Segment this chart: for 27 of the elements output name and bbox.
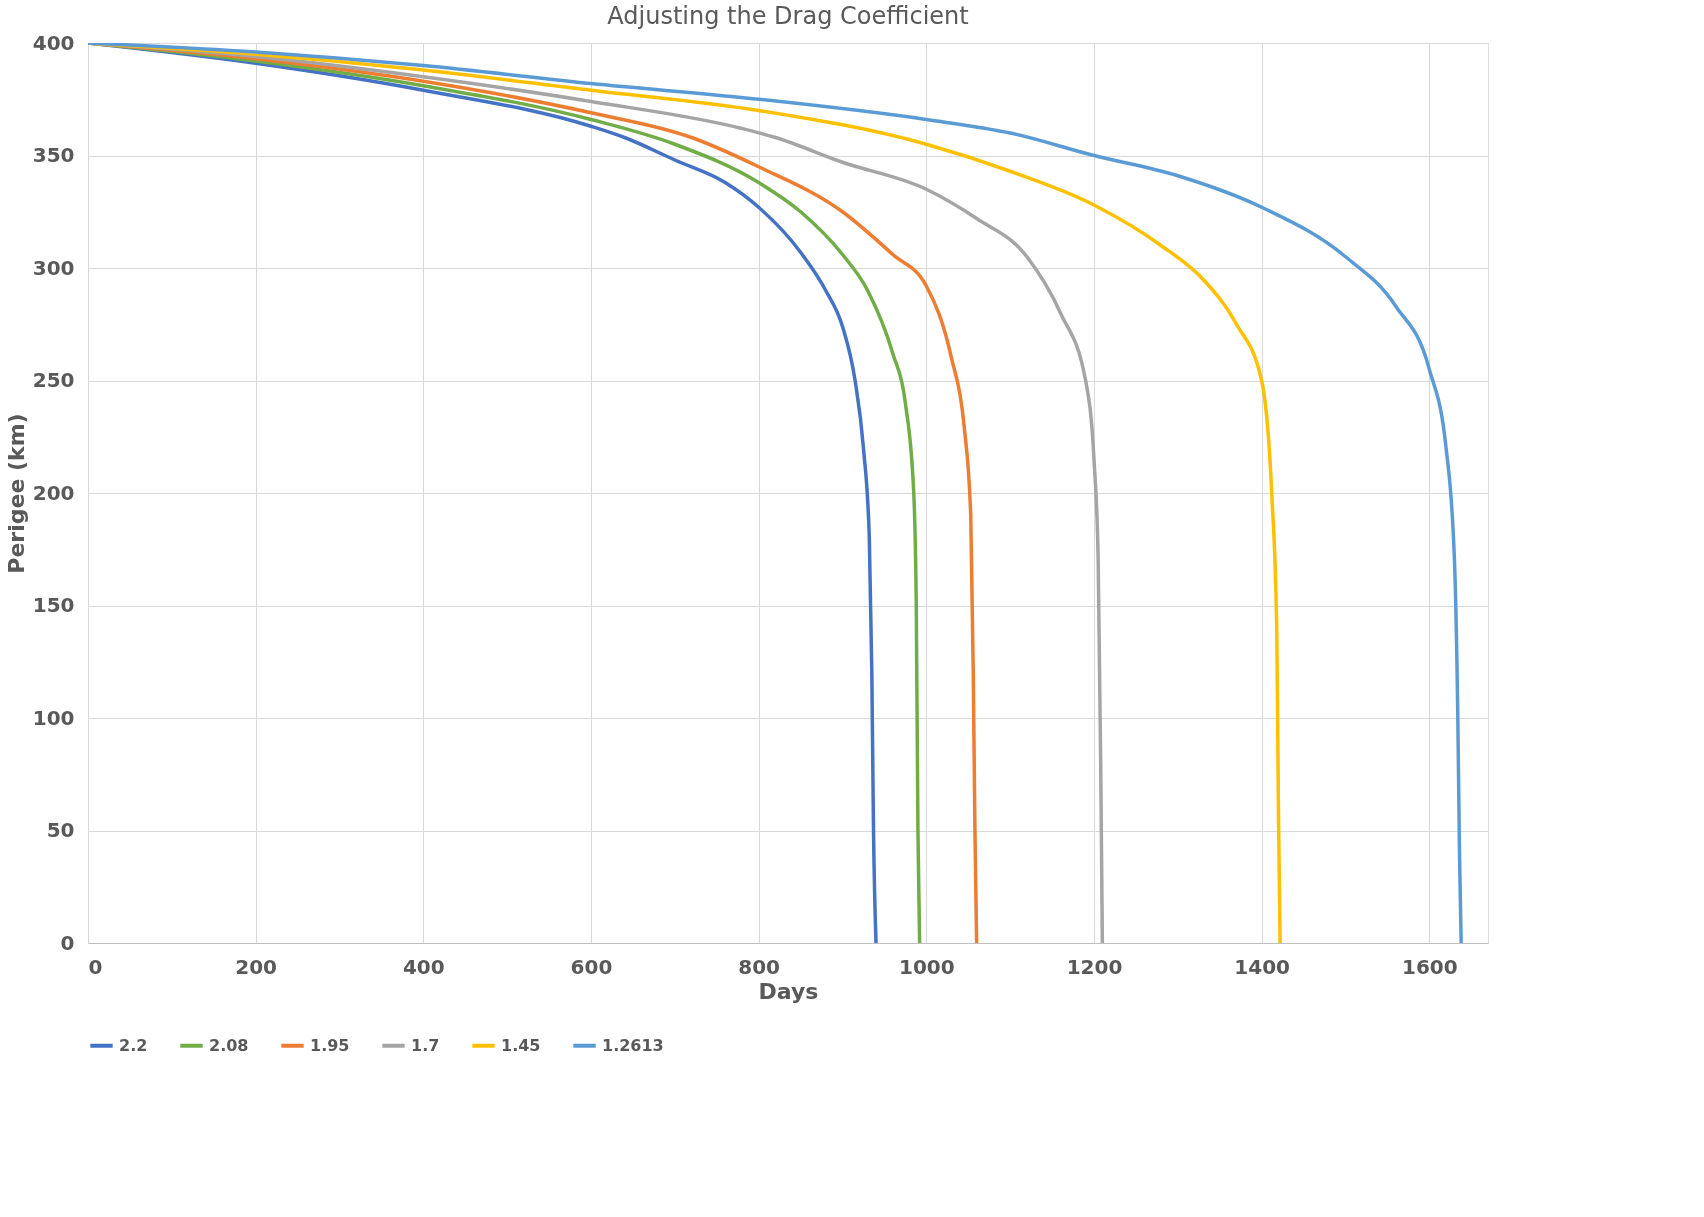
- y-tick-label: 350: [32, 143, 75, 167]
- y-tick-label: 400: [32, 30, 75, 55]
- y-tick-label: 150: [32, 593, 75, 617]
- y-tick-label: 250: [32, 368, 75, 392]
- y-tick-label: 300: [32, 255, 75, 280]
- legend-label: 2.2: [119, 1035, 148, 1055]
- x-axis-title: Days: [758, 978, 819, 1004]
- y-tick-label: 0: [60, 930, 75, 955]
- x-tick-label: 800: [738, 954, 781, 979]
- y-tick-label: 100: [32, 705, 75, 730]
- legend-label: 1.7: [411, 1035, 440, 1055]
- x-tick-label: 1400: [1234, 954, 1290, 979]
- y-axis-title: Perigee (km): [3, 413, 29, 574]
- legend-label: 2.08: [209, 1035, 249, 1055]
- x-tick-label: 1600: [1401, 954, 1458, 979]
- y-tick-label: 200: [32, 480, 75, 505]
- x-tick-label: 0: [88, 954, 103, 979]
- legend-label: 1.95: [310, 1035, 350, 1055]
- x-tick-label: 400: [402, 954, 445, 979]
- y-tick-label: 50: [46, 818, 75, 842]
- x-tick-label: 1200: [1066, 954, 1123, 979]
- x-tick-label: 600: [570, 954, 613, 979]
- chart-title: Adjusting the Drag Coefficient: [607, 2, 969, 30]
- legend-label: 1.2613: [602, 1035, 664, 1055]
- legend-label: 1.45: [501, 1035, 541, 1055]
- x-tick-label: 200: [235, 954, 278, 979]
- x-tick-label: 1000: [898, 954, 955, 979]
